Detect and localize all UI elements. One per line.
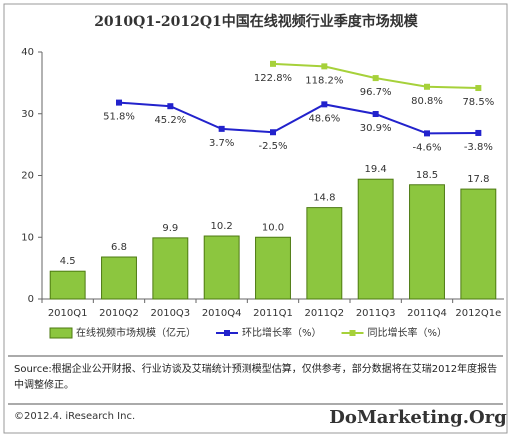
x-tick-label: 2011Q4 — [407, 308, 447, 319]
line — [118, 101, 479, 135]
x-tick-label: 2011Q3 — [356, 308, 396, 319]
marker — [116, 99, 122, 106]
y-tick-label: 30 — [21, 109, 34, 120]
bar — [306, 207, 343, 300]
marker — [372, 111, 379, 118]
y-tick-label: 10 — [21, 232, 34, 243]
data-label: 19.4 — [365, 164, 387, 175]
data-label: 10.0 — [262, 222, 284, 233]
watermark: DoMarketing.Org — [329, 407, 507, 428]
x-tick-label: 2011Q2 — [304, 308, 344, 319]
data-label: 96.7% — [360, 87, 392, 98]
data-label: 122.8% — [254, 73, 292, 84]
data-label: 51.8% — [103, 112, 135, 123]
data-label: 18.5 — [416, 170, 438, 181]
legend-label: 同比增长率（%） — [368, 326, 448, 339]
bar — [255, 236, 291, 300]
bar — [49, 270, 86, 300]
data-label: -3.8% — [464, 142, 493, 153]
data-label: 10.2 — [211, 221, 233, 232]
marker — [321, 63, 328, 70]
legend-swatch — [49, 327, 73, 339]
marker — [321, 101, 328, 108]
marker — [372, 75, 379, 82]
data-label: 4.5 — [60, 256, 76, 267]
legend-label: 在线视频市场规模（亿元） — [76, 326, 196, 339]
source-note: Source:根据企业公开财报、行业访谈及艾瑞统计预测模型估算，仅供参考，部分数… — [14, 364, 498, 391]
data-label: 118.2% — [305, 75, 343, 86]
data-label: 30.9% — [360, 123, 392, 134]
marker — [424, 130, 430, 137]
x-tick-label: 2011Q1 — [253, 308, 293, 319]
bar — [203, 235, 240, 300]
legend-swatch — [349, 330, 356, 336]
data-label: -4.6% — [412, 142, 441, 153]
data-label: 9.9 — [162, 223, 178, 234]
bar — [101, 256, 137, 300]
data-label: 3.7% — [209, 138, 234, 149]
bar — [460, 188, 497, 300]
bar — [357, 178, 394, 300]
y-tick-label: 20 — [21, 171, 34, 182]
data-label: 17.8 — [467, 174, 489, 185]
x-tick-label: 2010Q1 — [48, 308, 88, 319]
marker — [270, 60, 276, 67]
marker — [424, 83, 430, 90]
legend-swatch — [224, 330, 230, 336]
marker — [167, 103, 174, 110]
data-label: 14.8 — [313, 193, 335, 204]
bar — [409, 184, 445, 300]
x-tick-label: 2012Q1e — [455, 308, 501, 319]
data-label: 48.6% — [308, 113, 340, 124]
frame — [3, 3, 508, 434]
y-tick-label: 40 — [21, 47, 34, 58]
marker — [475, 85, 482, 92]
data-label: 80.8% — [411, 96, 443, 107]
y-tick-label: 0 — [28, 294, 34, 305]
marker — [475, 129, 482, 136]
x-tick-label: 2010Q2 — [99, 308, 139, 319]
legend-label: 环比增长率（%） — [242, 326, 322, 339]
data-label: 6.8 — [111, 242, 127, 253]
marker — [218, 125, 225, 132]
x-tick-label: 2010Q4 — [202, 308, 242, 319]
data-label: -2.5% — [258, 141, 287, 152]
marker — [270, 129, 276, 136]
x-tick-label: 2010Q3 — [150, 308, 190, 319]
data-label: 78.5% — [462, 97, 494, 108]
bar — [152, 237, 189, 300]
copyright: ©2012.4. iResearch Inc. — [14, 411, 135, 422]
chart-title: 2010Q1-2012Q1中国在线视频行业季度市场规模 — [94, 13, 419, 30]
data-label: 45.2% — [154, 115, 186, 126]
